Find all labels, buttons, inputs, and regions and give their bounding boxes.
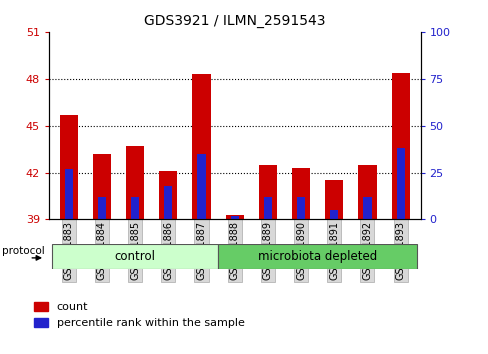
Bar <box>296 197 305 219</box>
Bar <box>329 210 338 219</box>
Bar <box>131 197 139 219</box>
Legend: count, percentile rank within the sample: count, percentile rank within the sample <box>30 297 248 333</box>
Bar <box>93 154 111 219</box>
Text: control: control <box>115 250 155 263</box>
Bar <box>64 169 73 219</box>
Bar <box>60 115 78 219</box>
Bar <box>164 186 172 219</box>
Bar <box>258 165 277 219</box>
Bar <box>291 168 309 219</box>
Bar <box>230 216 238 219</box>
Text: microbiota depleted: microbiota depleted <box>258 250 377 263</box>
Bar <box>98 197 106 219</box>
Bar <box>358 165 376 219</box>
Title: GDS3921 / ILMN_2591543: GDS3921 / ILMN_2591543 <box>143 14 325 28</box>
Bar <box>396 148 404 219</box>
Bar <box>325 181 343 219</box>
Bar <box>52 244 218 269</box>
Bar <box>126 146 144 219</box>
Bar <box>192 74 210 219</box>
Bar <box>159 171 177 219</box>
Bar <box>263 197 271 219</box>
Bar <box>225 215 244 219</box>
Text: protocol: protocol <box>2 246 45 256</box>
Bar <box>363 197 371 219</box>
Bar <box>218 244 416 269</box>
Bar <box>391 73 409 219</box>
Bar <box>197 154 205 219</box>
